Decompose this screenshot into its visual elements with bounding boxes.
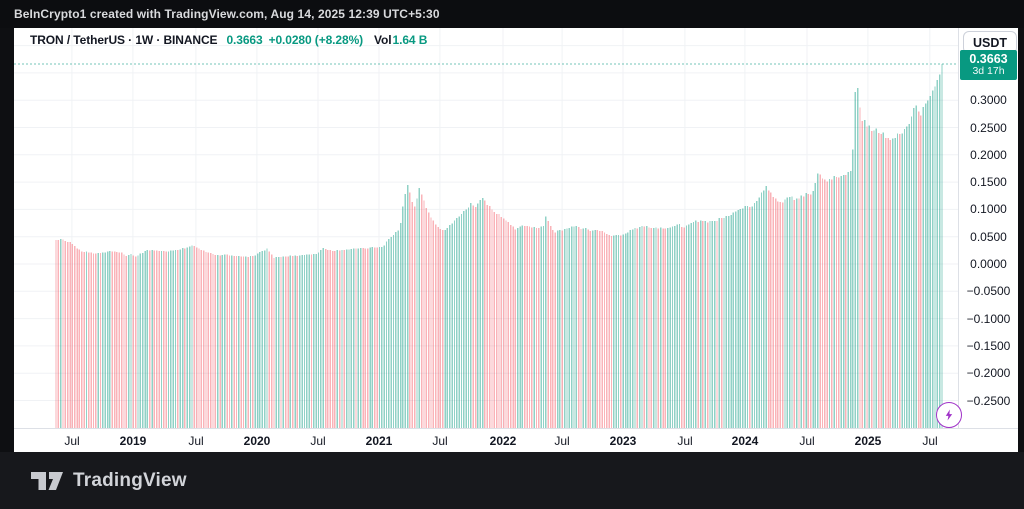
boost-button[interactable] (936, 402, 962, 428)
time-axis-month-label: Jul (188, 434, 204, 448)
price-axis-label: −0.2500 (966, 394, 1011, 408)
price-axis[interactable]: USDT 0.3663 3d 17h 0.3000 0.2500 0.2000 0.1… (958, 28, 1018, 428)
time-axis-month-label: Jul (922, 434, 938, 448)
badge-price: 0.3663 (969, 52, 1008, 66)
symbol-legend: TRON / TetherUS · 1W · BINANCE 0.3663 +0.0… (30, 33, 427, 47)
time-axis-month-label: Jul (799, 434, 815, 448)
brand-name: TradingView (73, 469, 187, 491)
time-axis[interactable]: Jul 2019 Jul 2020 Jul 2021 Jul 2022 Jul 2023 Jul 20… (14, 428, 1018, 452)
grid-lines (14, 28, 958, 428)
time-axis-month-label: Jul (677, 434, 693, 448)
time-axis-month-label: Jul (554, 434, 570, 448)
price-axis-label: 0.3000 (970, 93, 1007, 107)
price-axis-label: −0.1000 (966, 312, 1011, 326)
badge-countdown: 3d 17h (972, 65, 1005, 77)
attribution-bar: BeInCrypto1 created with TradingView.com… (0, 0, 1024, 28)
time-axis-year-label: 2020 (243, 434, 271, 448)
price-chart-canvas[interactable] (14, 28, 958, 428)
time-axis-year-label: 2025 (854, 434, 882, 448)
price-axis-label: 0.1000 (970, 202, 1007, 216)
chart-panel: TRON / TetherUS · 1W · BINANCE 0.3663 +0.0… (14, 28, 1018, 452)
last-price-badge: 0.3663 3d 17h (960, 50, 1017, 80)
tradingview-logo-icon (31, 471, 63, 490)
attribution-text: BeInCrypto1 created with TradingView.com… (14, 7, 440, 21)
footer-bar: TradingView (0, 452, 1024, 509)
time-axis-year-label: 2023 (609, 434, 637, 448)
time-axis-month-label: Jul (310, 434, 326, 448)
price-axis-label: −0.2000 (966, 366, 1011, 380)
price-axis-label: −0.1500 (966, 339, 1011, 353)
time-axis-month-label: Jul (64, 434, 80, 448)
tradingview-logo[interactable]: TradingView (30, 470, 187, 492)
volume-value: 1.64 B (392, 33, 428, 47)
last-price-value: 0.3663 (226, 33, 263, 47)
price-axis-label: 0.2000 (970, 148, 1007, 162)
price-axis-label: 0.2500 (970, 121, 1007, 135)
time-axis-year-label: 2019 (119, 434, 147, 448)
volume-label: Vol (374, 33, 392, 47)
time-axis-year-label: 2021 (365, 434, 393, 448)
price-axis-label: −0.0500 (966, 284, 1011, 298)
price-axis-label: 0.0500 (970, 230, 1007, 244)
time-axis-year-label: 2024 (731, 434, 759, 448)
price-change-value: +0.0280 (+8.28%) (268, 33, 364, 47)
symbol-title: TRON / TetherUS · 1W · BINANCE (30, 33, 218, 47)
price-axis-label: 0.0000 (970, 257, 1007, 271)
time-axis-year-label: 2022 (489, 434, 517, 448)
price-columns (55, 64, 943, 428)
lightning-icon (945, 409, 953, 421)
time-axis-month-label: Jul (432, 434, 448, 448)
price-axis-label: 0.1500 (970, 175, 1007, 189)
